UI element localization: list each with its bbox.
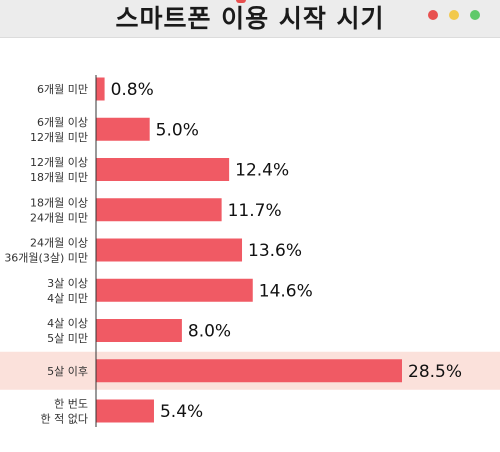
category-label: 12개월 이상	[30, 156, 88, 169]
value-label: 28.5%	[408, 362, 462, 382]
category-label: 4살 이상	[47, 317, 88, 330]
yellow-window-dot-icon	[449, 10, 459, 20]
bar	[96, 278, 253, 302]
bar	[96, 198, 222, 222]
category-label: 한 번도	[54, 398, 88, 411]
value-label: 13.6%	[248, 241, 302, 261]
green-window-dot-icon	[470, 10, 480, 20]
value-label: 0.8%	[111, 80, 154, 100]
category-label: 6개월 이상	[37, 116, 88, 129]
category-label: 18개월 이상	[30, 196, 88, 209]
bar	[96, 238, 243, 262]
title-accent-mark	[236, 0, 246, 3]
value-label: 12.4%	[235, 161, 289, 181]
category-label: 6개월 미만	[37, 83, 88, 96]
bar	[96, 158, 230, 181]
category-label: 24개월 미만	[30, 211, 88, 224]
bar	[96, 117, 150, 141]
category-label: 5살 이후	[47, 365, 88, 378]
bar	[96, 319, 182, 342]
category-label: 5살 미만	[47, 332, 88, 345]
category-label: 한 적 없다	[41, 413, 88, 426]
value-label: 5.4%	[160, 402, 203, 422]
category-label: 12개월 미만	[30, 131, 88, 144]
red-window-dot-icon	[428, 10, 438, 20]
bar-chart: 6개월 미만 0.8% 6개월 이상 12개월 미만 5.0% 12개월 이상 18개월 미…	[0, 75, 500, 427]
category-label: 18개월 미만	[30, 171, 88, 184]
category-label: 24개월 이상	[30, 237, 88, 250]
category-label: 4살 미만	[47, 292, 88, 305]
bar	[96, 399, 154, 423]
value-label: 11.7%	[228, 201, 282, 221]
bar	[96, 77, 105, 101]
title-bar: 스마트폰 이용 시작 시기	[0, 0, 500, 38]
value-label: 14.6%	[259, 281, 313, 301]
value-label: 5.0%	[156, 120, 199, 140]
category-label: 3살 이상	[47, 277, 88, 290]
category-label: 36개월(3살) 미만	[4, 252, 88, 265]
value-label: 8.0%	[188, 322, 231, 342]
bar	[96, 359, 402, 383]
chart-title: 스마트폰 이용 시작 시기	[115, 4, 385, 33]
